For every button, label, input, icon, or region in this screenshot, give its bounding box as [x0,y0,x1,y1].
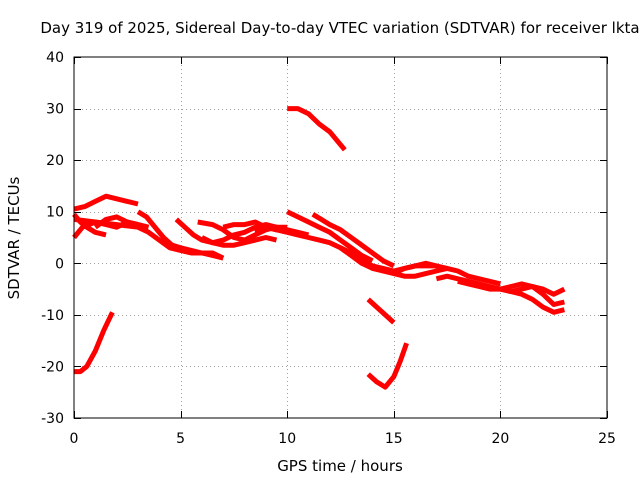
series-arc-05 [93,214,139,230]
x-tick-label: 0 [70,431,79,447]
y-tick-label: -20 [41,359,64,375]
series-arc-22 [366,342,409,390]
y-tick-label: 40 [46,50,64,66]
tick-labels: 0 5 10 15 20 25 -30 -20 -10 0 10 20 30 40 [41,50,616,447]
x-tick-label: 15 [385,431,403,447]
series-arc-07 [174,217,278,248]
series-arc-21 [74,311,115,375]
series-arc-12 [286,209,374,263]
axis-ticks [74,57,608,419]
x-tick-label: 20 [491,431,509,447]
series-arc-09 [200,222,288,246]
x-tick-label: 5 [176,431,185,447]
y-axis-label: SDTVAR / TECUs [5,176,23,299]
y-tick-label: 30 [46,102,64,118]
x-axis-label: GPS time / hours [277,457,403,475]
series-arc-23 [366,297,396,325]
series-arc-06 [136,209,225,261]
series-arc-13 [311,212,395,269]
series-arc-19 [499,284,566,297]
y-tick-label: 0 [55,256,64,272]
series-arc-20 [287,106,347,152]
y-tick-label: 10 [46,205,64,221]
grid-lines [74,57,607,418]
y-tick-label: -30 [41,411,64,427]
series-arc-01 [73,193,139,212]
series-arc-16 [392,263,501,287]
data-series [72,106,566,390]
series-arc-18 [457,278,565,307]
chart-title: Day 319 of 2025, Sidereal Day-to-day VTE… [40,19,639,37]
y-tick-label: -10 [41,308,64,324]
x-tick-label: 25 [598,431,616,447]
plot-frame [73,56,608,419]
x-tick-label: 10 [278,431,296,447]
y-tick-label: 20 [46,153,64,169]
